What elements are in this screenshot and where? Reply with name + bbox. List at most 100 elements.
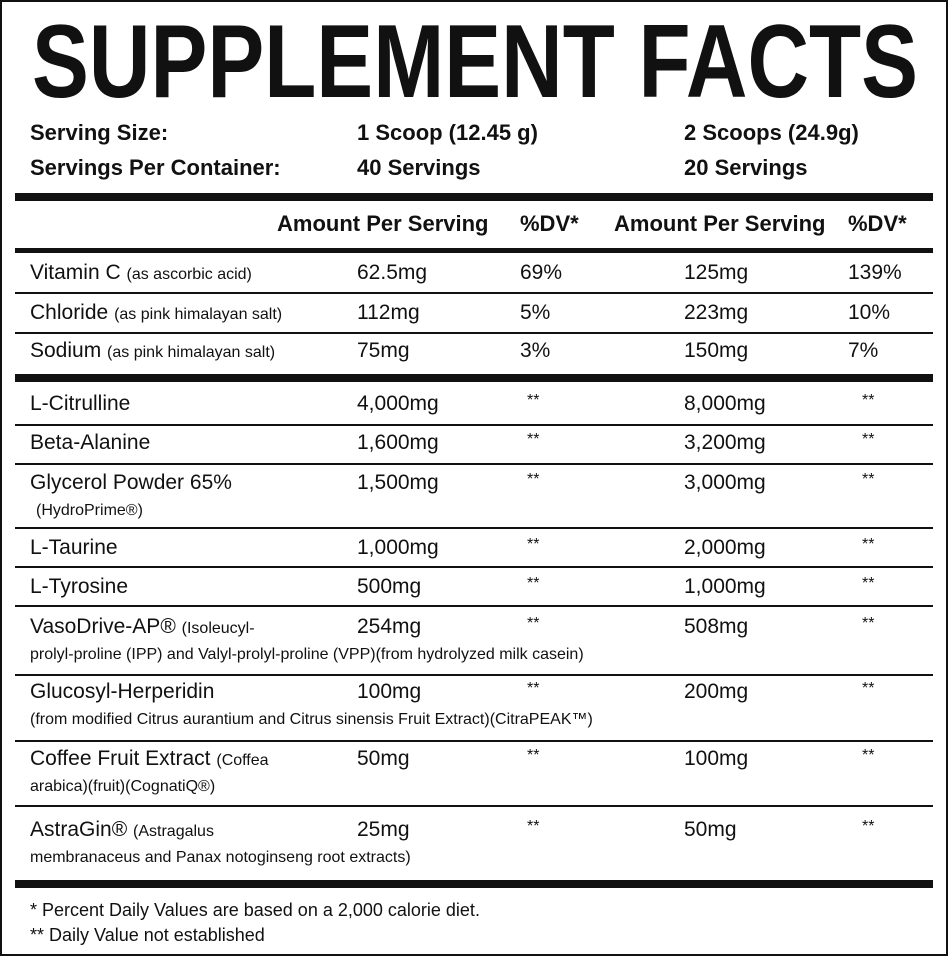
nutrient-cell: Chloride (as pink himalayan salt): [30, 301, 282, 325]
daily-value: **: [862, 575, 875, 592]
daily-value: 69%: [520, 261, 563, 284]
ingredient-cell: L-Tyrosine: [30, 575, 128, 599]
nutrient-note: (as pink himalayan salt): [107, 344, 276, 361]
rule: [15, 740, 933, 742]
amount: 100mg: [684, 747, 749, 770]
rule: [15, 332, 933, 334]
daily-value: **: [862, 536, 875, 553]
amount: 200mg: [684, 680, 749, 703]
amount: 1,000mg: [357, 536, 439, 559]
ingredient-name: VasoDrive-AP®: [30, 615, 176, 638]
daily-value: 10%: [848, 301, 891, 324]
ingredient-detail: (HydroPrime®): [36, 502, 143, 519]
rule: [15, 374, 933, 382]
title: SUPPLEMENT FACTS: [32, 4, 918, 112]
daily-value: **: [527, 536, 540, 553]
ingredient-name: L-Tyrosine: [30, 575, 129, 598]
ingredient-note: (Coffea: [216, 752, 269, 769]
ingredient-cell: Beta-Alanine: [30, 431, 150, 455]
amount: 2,000mg: [684, 536, 766, 559]
nutrient-name: Sodium: [30, 339, 102, 362]
ingredient-detail: prolyl-proline (IPP) and Valyl-prolyl-pr…: [30, 646, 584, 663]
ingredient-name: Glucosyl-Herperidin: [30, 680, 215, 703]
serving-info: Serving Size:: [30, 120, 169, 145]
daily-value: 7%: [848, 339, 879, 362]
footnote: * Percent Daily Values are based on a 2,…: [30, 900, 480, 920]
ingredient-cell: VasoDrive-AP® (Isoleucyl-: [30, 615, 255, 639]
nutrient-name: Chloride: [30, 301, 109, 324]
amount: 75mg: [357, 339, 410, 362]
amount: 100mg: [357, 680, 422, 703]
daily-value: 139%: [848, 261, 902, 284]
ingredient-note: (Isoleucyl-: [181, 620, 255, 637]
nutrient-note: (as pink himalayan salt): [114, 306, 283, 323]
daily-value: **: [862, 680, 875, 697]
daily-value: **: [527, 575, 540, 592]
ingredient-name: Beta-Alanine: [30, 431, 151, 454]
column-header: %DV*: [520, 211, 579, 236]
ingredient-cell: AstraGin® (Astragalus: [30, 818, 214, 842]
title-block: SUPPLEMENT FACTS: [32, 4, 918, 112]
ingredient-name: L-Citrulline: [30, 392, 131, 415]
rule: [15, 463, 933, 465]
column-header: %DV*: [848, 211, 907, 236]
ingredient-note: (Astragalus: [133, 823, 214, 840]
daily-value: **: [527, 392, 540, 409]
serving-info: Servings Per Container:: [30, 155, 281, 180]
daily-value: **: [527, 431, 540, 448]
daily-value: **: [862, 392, 875, 409]
serving-info: 2 Scoops (24.9g): [684, 120, 859, 145]
daily-value: **: [862, 818, 875, 835]
daily-value: 5%: [520, 301, 551, 324]
serving-info: 40 Servings: [357, 155, 481, 180]
amount: 254mg: [357, 615, 422, 638]
daily-value: **: [862, 431, 875, 448]
daily-value: **: [527, 747, 540, 764]
ingredient-cell: L-Citrulline: [30, 392, 130, 416]
rule: [15, 805, 933, 807]
amount: 500mg: [357, 575, 422, 598]
column-header: Amount Per Serving: [277, 211, 489, 236]
serving-info: 1 Scoop (12.45 g): [357, 120, 538, 145]
daily-value: **: [527, 471, 540, 488]
daily-value: **: [527, 818, 540, 835]
ingredient-detail: (from modified Citrus aurantium and Citr…: [30, 711, 593, 728]
daily-value: **: [527, 615, 540, 632]
ingredient-name: Coffee Fruit Extract: [30, 747, 211, 770]
amount: 3,000mg: [684, 471, 766, 494]
amount: 125mg: [684, 261, 749, 284]
rule: [15, 880, 933, 888]
amount: 50mg: [357, 747, 410, 770]
amount: 50mg: [684, 818, 737, 841]
rule: [15, 247, 933, 253]
ingredient-name: Glycerol Powder 65%: [30, 471, 232, 494]
nutrient-cell: Sodium (as pink himalayan salt): [30, 339, 275, 363]
amount: 223mg: [684, 301, 749, 324]
rule: [15, 193, 933, 201]
rule: [15, 527, 933, 529]
daily-value: 3%: [520, 339, 551, 362]
ingredient-detail: membranaceus and Panax notoginseng root …: [30, 849, 411, 866]
daily-value: **: [862, 471, 875, 488]
rule: [15, 566, 933, 568]
daily-value: **: [862, 747, 875, 764]
amount: 150mg: [684, 339, 749, 362]
amount: 1,000mg: [684, 575, 766, 598]
daily-value: **: [862, 615, 875, 632]
column-header: Amount Per Serving: [614, 211, 826, 236]
footnote: ** Daily Value not established: [30, 925, 265, 945]
ingredient-cell: Glycerol Powder 65%: [30, 471, 232, 495]
rule: [15, 292, 933, 294]
amount: 62.5mg: [357, 261, 428, 284]
rule: [15, 674, 933, 676]
daily-value: **: [527, 680, 540, 697]
amount: 1,500mg: [357, 471, 439, 494]
nutrient-name: Vitamin C: [30, 261, 121, 284]
amount: 508mg: [684, 615, 749, 638]
amount: 25mg: [357, 818, 410, 841]
amount: 1,600mg: [357, 431, 439, 454]
ingredient-cell: L-Taurine: [30, 536, 118, 560]
amount: 3,200mg: [684, 431, 766, 454]
amount: 112mg: [357, 301, 420, 324]
